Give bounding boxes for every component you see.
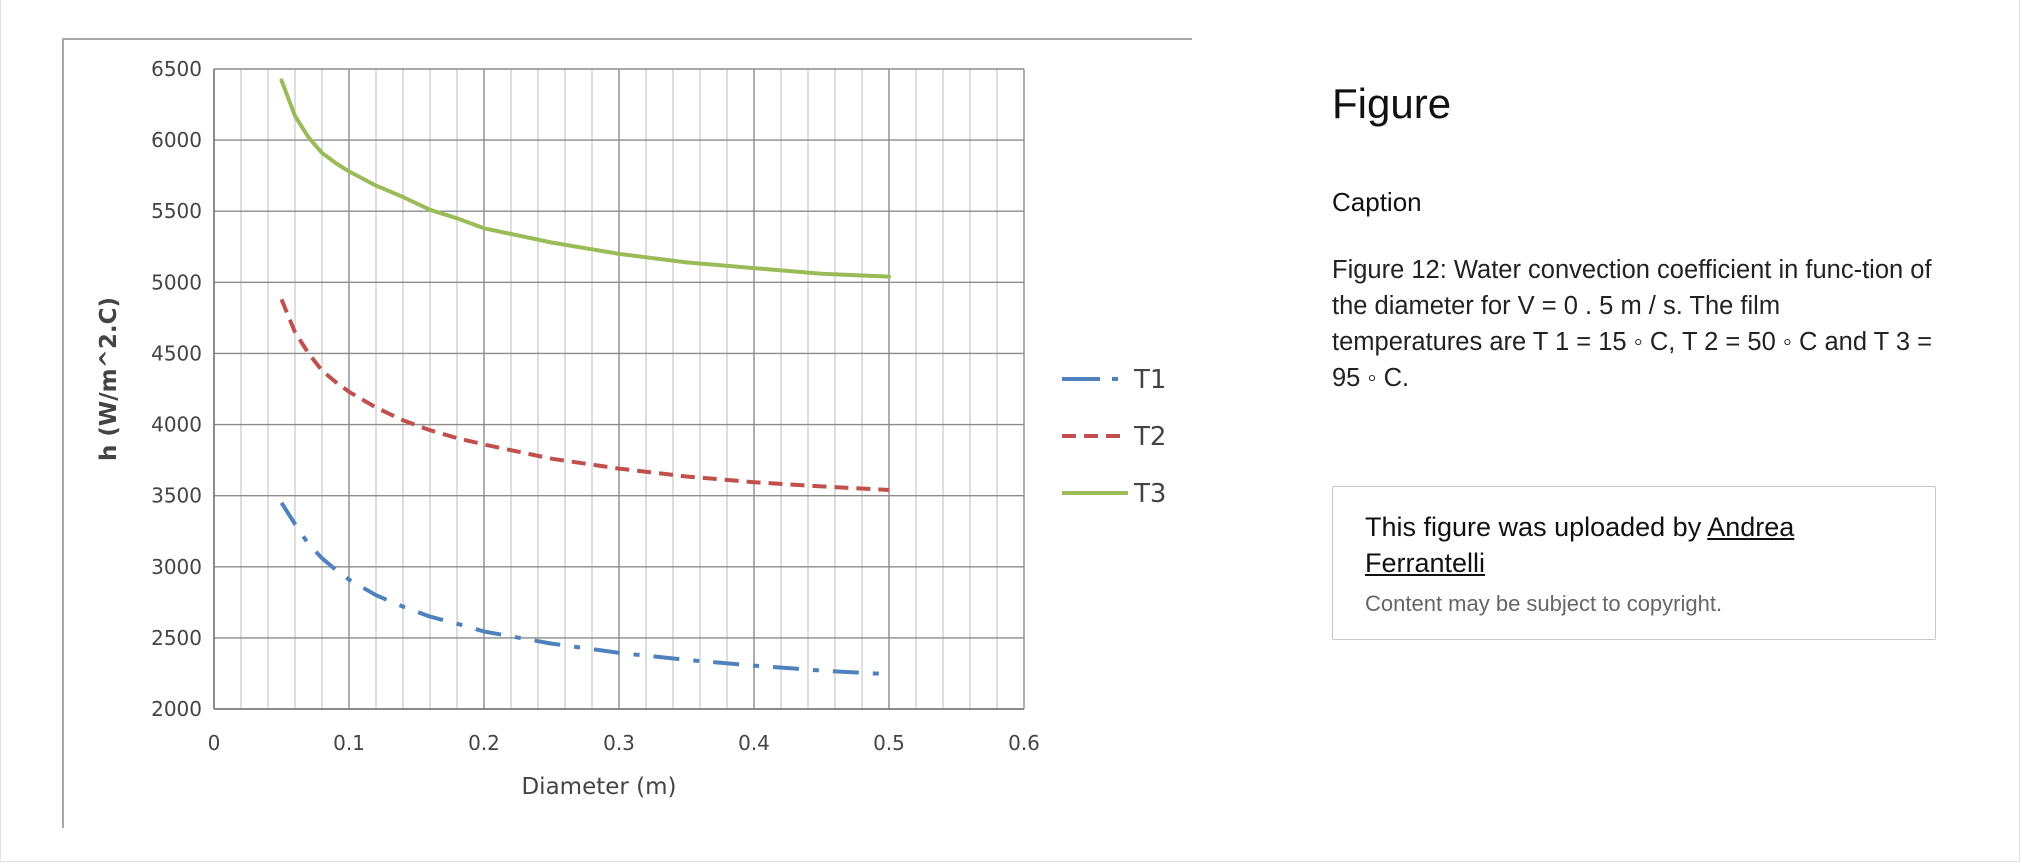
series-line-t1 (279, 501, 890, 677)
x-tick-label: 0 (208, 731, 221, 755)
legend-label-t3: T3 (1133, 479, 1166, 509)
figure-panel: 6500 6000 5500 5000 4500 4000 3500 3000 2500 2000… (62, 38, 1192, 828)
y-tick-label: 4000 (151, 413, 202, 437)
x-tick-label: 0.6 (1008, 731, 1040, 755)
figure-title: Figure (1332, 80, 1452, 127)
y-tick-label: 3500 (151, 484, 202, 508)
y-tick-label: 2500 (151, 626, 202, 650)
x-tick-label: 0.4 (738, 731, 770, 755)
copyright-note: Content may be subject to copyright. (1365, 591, 1723, 616)
legend-label-t1: T1 (1133, 365, 1166, 395)
x-tick-label: 0.2 (468, 731, 500, 755)
upload-line: This figure was uploaded by Andrea Ferra… (1365, 509, 1905, 581)
y-tick-label: 3000 (151, 555, 202, 579)
caption-text: Figure 12: Water convection coefficient … (1332, 256, 1932, 392)
upload-info-box: This figure was uploaded by Andrea Ferra… (1332, 486, 1936, 640)
x-tick-label: 0.5 (873, 731, 905, 755)
legend-label-t2: T2 (1133, 422, 1166, 452)
y-tick-label: 5500 (151, 199, 202, 223)
y-tick-label: 6000 (151, 128, 202, 152)
series-line-t2 (279, 298, 890, 492)
x-axis-title: Diameter (m) (521, 774, 676, 800)
x-tick-label: 0.1 (333, 731, 365, 755)
chart: 6500 6000 5500 5000 4500 4000 3500 3000 2500 2000… (96, 57, 1166, 800)
y-axis-title: h (W/m^2.C) (96, 297, 122, 461)
y-tick-label: 6500 (151, 57, 202, 81)
uploader-link[interactable]: Andrea Ferrantelli (1365, 512, 1795, 578)
caption-heading: Caption (1332, 187, 1422, 217)
upload-prefix: This figure was uploaded by (1365, 512, 1708, 542)
y-tick-label: 4500 (151, 341, 202, 365)
y-tick-label: 5000 (151, 270, 202, 294)
series-line-t3 (279, 78, 891, 279)
y-tick-label: 2000 (151, 697, 202, 721)
x-tick-label: 0.3 (603, 731, 635, 755)
